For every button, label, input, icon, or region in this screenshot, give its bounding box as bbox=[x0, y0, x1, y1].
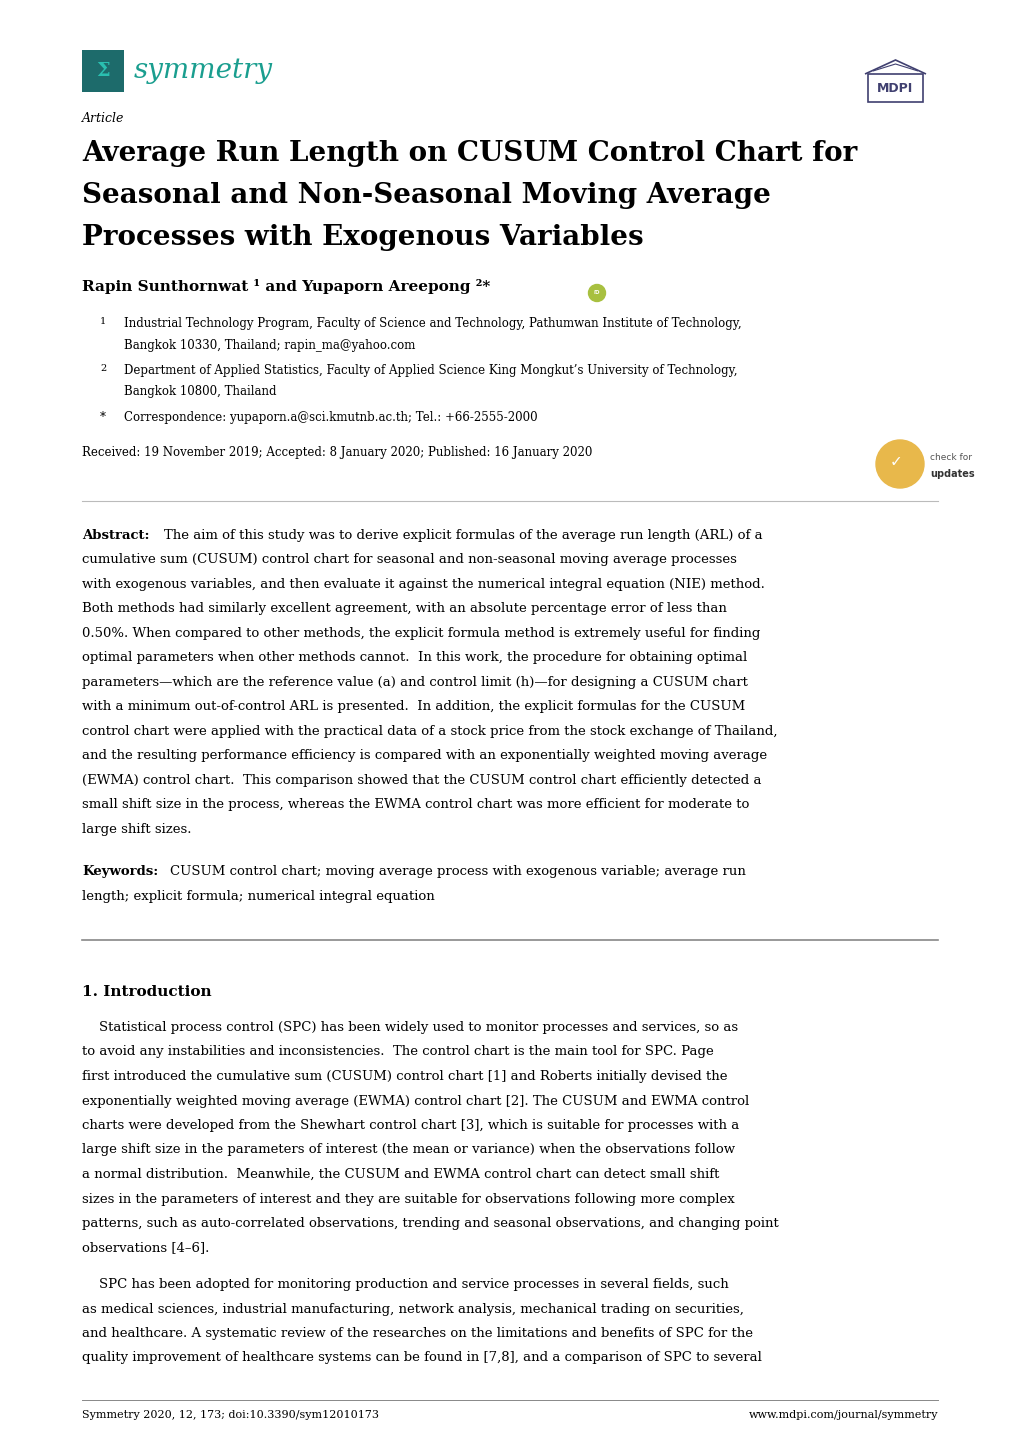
Text: 0.50%. When compared to other methods, the explicit formula method is extremely : 0.50%. When compared to other methods, t… bbox=[82, 627, 759, 640]
Circle shape bbox=[588, 284, 605, 301]
Text: patterns, such as auto-correlated observations, trending and seasonal observatio: patterns, such as auto-correlated observ… bbox=[82, 1217, 777, 1230]
Text: ✓: ✓ bbox=[889, 454, 902, 470]
Text: a normal distribution.  Meanwhile, the CUSUM and EWMA control chart can detect s: a normal distribution. Meanwhile, the CU… bbox=[82, 1168, 718, 1181]
Text: *: * bbox=[100, 411, 106, 424]
Text: as medical sciences, industrial manufacturing, network analysis, mechanical trad: as medical sciences, industrial manufact… bbox=[82, 1302, 743, 1315]
Text: Bangkok 10330, Thailand; rapin_ma@yahoo.com: Bangkok 10330, Thailand; rapin_ma@yahoo.… bbox=[124, 339, 415, 352]
Text: (EWMA) control chart.  This comparison showed that the CUSUM control chart effic: (EWMA) control chart. This comparison sh… bbox=[82, 774, 761, 787]
Text: check for: check for bbox=[929, 453, 971, 463]
Text: SPC has been adopted for monitoring production and service processes in several : SPC has been adopted for monitoring prod… bbox=[82, 1278, 728, 1291]
Text: exponentially weighted moving average (EWMA) control chart [2]. The CUSUM and EW: exponentially weighted moving average (E… bbox=[82, 1094, 749, 1107]
Text: 1: 1 bbox=[100, 317, 106, 326]
Text: 2: 2 bbox=[100, 363, 106, 373]
Text: Correspondence: yupaporn.a@sci.kmutnb.ac.th; Tel.: +66-2555-2000: Correspondence: yupaporn.a@sci.kmutnb.ac… bbox=[124, 411, 537, 424]
Text: CUSUM control chart; moving average process with exogenous variable; average run: CUSUM control chart; moving average proc… bbox=[170, 865, 745, 878]
Text: Σ: Σ bbox=[96, 62, 110, 79]
Text: length; explicit formula; numerical integral equation: length; explicit formula; numerical inte… bbox=[82, 890, 434, 903]
Text: cumulative sum (CUSUM) control chart for seasonal and non-seasonal moving averag: cumulative sum (CUSUM) control chart for… bbox=[82, 554, 736, 567]
Text: quality improvement of healthcare systems can be found in [7,8], and a compariso: quality improvement of healthcare system… bbox=[82, 1351, 761, 1364]
Circle shape bbox=[875, 440, 923, 487]
Text: charts were developed from the Shewhart control chart [3], which is suitable for: charts were developed from the Shewhart … bbox=[82, 1119, 739, 1132]
Text: Industrial Technology Program, Faculty of Science and Technology, Pathumwan Inst: Industrial Technology Program, Faculty o… bbox=[124, 317, 741, 330]
Text: to avoid any instabilities and inconsistencies.  The control chart is the main t: to avoid any instabilities and inconsist… bbox=[82, 1045, 713, 1058]
Text: parameters—which are the reference value (a) and control limit (h)—for designing: parameters—which are the reference value… bbox=[82, 676, 747, 689]
Text: sizes in the parameters of interest and they are suitable for observations follo: sizes in the parameters of interest and … bbox=[82, 1193, 734, 1206]
Text: iD: iD bbox=[593, 290, 599, 296]
Text: symmetry: symmetry bbox=[133, 58, 273, 85]
Text: Symmetry 2020, 12, 173; doi:10.3390/sym12010173: Symmetry 2020, 12, 173; doi:10.3390/sym1… bbox=[82, 1410, 379, 1420]
Text: Received: 19 November 2019; Accepted: 8 January 2020; Published: 16 January 2020: Received: 19 November 2019; Accepted: 8 … bbox=[82, 446, 592, 459]
Text: Rapin Sunthornwat ¹ and Yupaporn Areepong ²*: Rapin Sunthornwat ¹ and Yupaporn Areepon… bbox=[82, 278, 490, 294]
FancyBboxPatch shape bbox=[82, 50, 124, 92]
Text: Seasonal and Non-Seasonal Moving Average: Seasonal and Non-Seasonal Moving Average bbox=[82, 182, 770, 209]
Text: first introduced the cumulative sum (CUSUM) control chart [1] and Roberts initia: first introduced the cumulative sum (CUS… bbox=[82, 1070, 727, 1083]
Text: Both methods had similarly excellent agreement, with an absolute percentage erro: Both methods had similarly excellent agr… bbox=[82, 603, 727, 616]
Text: Abstract:: Abstract: bbox=[82, 529, 150, 542]
Text: Department of Applied Statistics, Faculty of Applied Science King Mongkut’s Univ: Department of Applied Statistics, Facult… bbox=[124, 363, 737, 376]
Text: updates: updates bbox=[929, 469, 974, 479]
Text: observations [4–6].: observations [4–6]. bbox=[82, 1242, 209, 1255]
Text: www.mdpi.com/journal/symmetry: www.mdpi.com/journal/symmetry bbox=[748, 1410, 937, 1420]
Text: Keywords:: Keywords: bbox=[82, 865, 158, 878]
Text: with exogenous variables, and then evaluate it against the numerical integral eq: with exogenous variables, and then evalu… bbox=[82, 578, 764, 591]
Text: The aim of this study was to derive explicit formulas of the average run length : The aim of this study was to derive expl… bbox=[164, 529, 762, 542]
Text: Statistical process control (SPC) has been widely used to monitor processes and : Statistical process control (SPC) has be… bbox=[82, 1021, 738, 1034]
Text: and healthcare. A systematic review of the researches on the limitations and ben: and healthcare. A systematic review of t… bbox=[82, 1327, 752, 1340]
Text: small shift size in the process, whereas the EWMA control chart was more efficie: small shift size in the process, whereas… bbox=[82, 799, 749, 812]
Text: control chart were applied with the practical data of a stock price from the sto: control chart were applied with the prac… bbox=[82, 725, 776, 738]
Text: MDPI: MDPI bbox=[876, 82, 913, 95]
Text: 1. Introduction: 1. Introduction bbox=[82, 985, 211, 999]
Text: Average Run Length on CUSUM Control Chart for: Average Run Length on CUSUM Control Char… bbox=[82, 140, 856, 167]
Text: large shift sizes.: large shift sizes. bbox=[82, 823, 192, 836]
Text: Article: Article bbox=[82, 112, 124, 125]
Text: with a minimum out-of-control ARL is presented.  In addition, the explicit formu: with a minimum out-of-control ARL is pre… bbox=[82, 701, 745, 714]
Text: optimal parameters when other methods cannot.  In this work, the procedure for o: optimal parameters when other methods ca… bbox=[82, 652, 747, 665]
Text: Bangkok 10800, Thailand: Bangkok 10800, Thailand bbox=[124, 385, 276, 398]
Text: Processes with Exogenous Variables: Processes with Exogenous Variables bbox=[82, 224, 643, 251]
Text: large shift size in the parameters of interest (the mean or variance) when the o: large shift size in the parameters of in… bbox=[82, 1144, 735, 1156]
Text: and the resulting performance efficiency is compared with an exponentially weigh: and the resulting performance efficiency… bbox=[82, 750, 766, 763]
